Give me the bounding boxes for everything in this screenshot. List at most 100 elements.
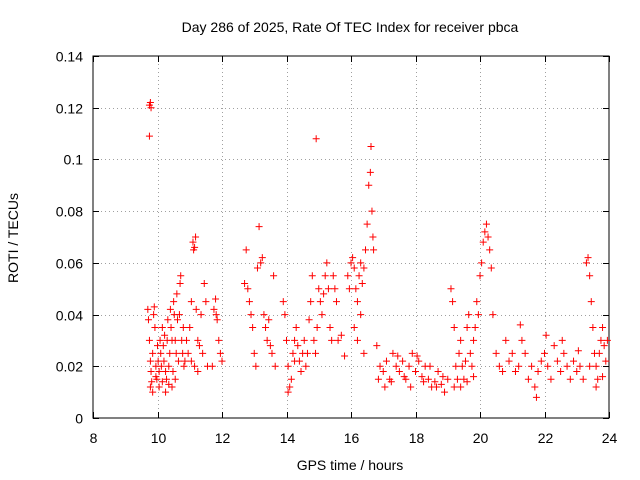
data-point xyxy=(542,331,550,339)
data-point xyxy=(305,316,313,324)
data-point xyxy=(547,375,555,383)
data-point xyxy=(594,375,602,383)
data-point xyxy=(557,367,565,375)
data-point xyxy=(521,349,529,357)
data-point xyxy=(176,280,184,288)
data-point xyxy=(181,357,189,365)
data-point xyxy=(589,324,597,331)
data-point xyxy=(367,143,375,150)
y-tick-label: 0.14 xyxy=(56,49,83,65)
x-tick-label: 12 xyxy=(215,430,231,446)
data-point xyxy=(360,264,368,272)
data-point xyxy=(146,357,154,365)
data-point xyxy=(331,285,339,293)
data-point xyxy=(566,375,574,383)
data-point xyxy=(499,367,507,375)
data-point xyxy=(186,324,194,331)
data-point xyxy=(171,375,179,383)
data-point xyxy=(144,305,152,313)
data-point xyxy=(157,362,165,370)
data-point xyxy=(563,362,571,370)
data-point xyxy=(279,298,287,306)
data-point xyxy=(151,324,159,331)
data-point xyxy=(349,254,357,262)
data-point xyxy=(432,383,440,391)
data-point xyxy=(165,362,173,370)
data-point xyxy=(200,280,208,288)
data-point xyxy=(486,246,494,254)
data-point xyxy=(453,375,461,383)
data-point xyxy=(412,367,419,375)
data-point xyxy=(192,233,200,241)
data-point xyxy=(249,324,257,331)
data-point xyxy=(408,349,416,357)
data-point xyxy=(582,259,590,267)
data-point xyxy=(283,336,290,344)
data-point xyxy=(174,357,182,365)
data-point xyxy=(147,104,155,112)
data-point xyxy=(147,367,155,375)
data-point xyxy=(195,342,203,350)
data-point xyxy=(164,316,172,324)
data-point xyxy=(166,349,174,357)
data-point xyxy=(244,285,252,293)
data-point xyxy=(159,342,167,350)
data-point xyxy=(476,272,484,280)
data-point xyxy=(216,349,224,357)
data-point xyxy=(592,362,600,370)
data-point xyxy=(199,349,207,357)
data-point xyxy=(387,378,395,386)
data-point xyxy=(461,357,469,365)
data-point xyxy=(400,373,408,381)
data-point xyxy=(592,383,600,391)
data-point xyxy=(255,223,263,231)
data-point xyxy=(441,388,449,396)
data-point xyxy=(528,362,536,370)
data-point xyxy=(369,233,377,241)
data-point xyxy=(374,375,382,383)
data-point xyxy=(413,352,421,360)
chart-title: Day 286 of 2025, Rate Of TEC Index for r… xyxy=(182,19,519,35)
data-point xyxy=(418,373,426,381)
data-point xyxy=(376,362,384,370)
data-point xyxy=(328,336,336,344)
data-point xyxy=(394,352,402,360)
data-point xyxy=(487,264,495,272)
data-point xyxy=(334,336,342,344)
data-point xyxy=(407,383,415,391)
x-tick-label: 24 xyxy=(602,430,618,446)
data-point xyxy=(150,303,158,311)
data-point xyxy=(187,298,195,306)
data-point xyxy=(518,336,526,344)
data-point xyxy=(294,342,302,350)
data-point xyxy=(194,367,202,375)
data-point xyxy=(489,311,497,319)
data-point xyxy=(537,357,545,365)
data-point xyxy=(455,349,463,357)
data-point xyxy=(511,367,519,375)
data-point xyxy=(291,357,299,365)
data-point xyxy=(602,357,610,365)
y-axis-label: ROTI / TECUs xyxy=(5,193,21,283)
data-point xyxy=(292,324,300,331)
data-point xyxy=(191,362,199,370)
data-point xyxy=(257,259,265,267)
data-point xyxy=(399,357,407,365)
data-point xyxy=(570,357,578,365)
data-point xyxy=(157,349,165,357)
data-point xyxy=(463,378,471,386)
x-axis-label: GPS time / hours xyxy=(297,457,404,473)
data-point xyxy=(355,272,363,280)
data-point xyxy=(470,373,478,381)
data-point xyxy=(531,383,539,391)
data-point xyxy=(370,246,378,254)
data-point xyxy=(197,311,205,319)
data-point xyxy=(524,375,532,383)
data-point xyxy=(560,349,568,357)
data-point xyxy=(516,321,524,329)
data-point xyxy=(482,220,490,228)
data-point xyxy=(150,311,158,319)
axis-ticks: 8 10 12 14 16 18 20 22 24 0 0.02 0.04 0.06 0.08 0.1 0.1… xyxy=(56,49,618,447)
data-point xyxy=(307,298,315,306)
